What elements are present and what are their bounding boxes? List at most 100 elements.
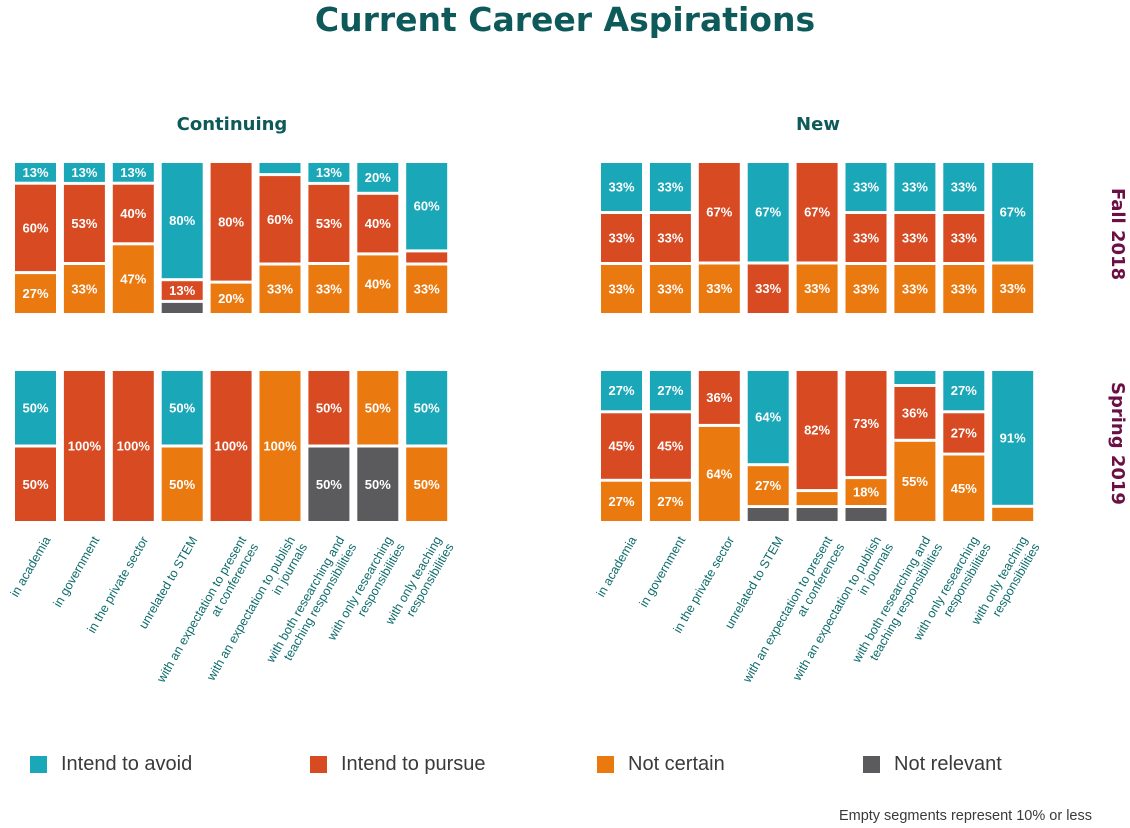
bar-segment-notrelevant <box>845 508 887 521</box>
data-label: 33% <box>853 231 879 246</box>
data-label: 13% <box>22 165 48 180</box>
bar-segment-uncertain <box>796 492 838 506</box>
data-label: 33% <box>71 282 97 297</box>
data-label: 67% <box>1000 205 1026 220</box>
data-label: 27% <box>657 383 683 398</box>
legend-label-notrelevant: Not relevant <box>894 752 1002 775</box>
bar-segment-pursue <box>845 371 887 477</box>
bar-segment-uncertain <box>210 283 252 313</box>
legend-swatch-notrelevant <box>863 755 880 773</box>
bar-segment-uncertain <box>698 264 740 313</box>
bar-segment-avoid <box>747 163 789 262</box>
bar-segment-uncertain <box>601 265 642 313</box>
data-label: 33% <box>951 282 977 297</box>
data-label: 33% <box>1000 281 1026 296</box>
bar-segment-uncertain <box>992 264 1034 313</box>
bar-segment-uncertain <box>15 274 56 313</box>
data-label: 33% <box>657 180 683 195</box>
data-label: 91% <box>1000 430 1026 445</box>
bar-segment-uncertain <box>894 441 936 521</box>
bar-segment-avoid <box>943 371 985 411</box>
data-label: 27% <box>951 383 977 398</box>
bar-segment-avoid <box>649 163 691 211</box>
data-label: 33% <box>902 180 928 195</box>
bar-segment-uncertain <box>112 245 154 313</box>
data-label: 27% <box>951 425 977 440</box>
data-label: 20% <box>365 170 391 185</box>
bar-segment-avoid <box>15 163 56 182</box>
bar-segment-pursue <box>308 184 350 262</box>
data-label: 33% <box>804 281 830 296</box>
bar-segment-pursue <box>210 371 252 521</box>
bar-segment-pursue <box>161 281 203 300</box>
data-label: 100% <box>68 439 102 454</box>
data-label: 33% <box>902 282 928 297</box>
bar-segment-avoid <box>161 371 203 445</box>
data-label: 100% <box>263 439 297 454</box>
data-label: 27% <box>608 494 634 509</box>
panel-title-continuing: Continuing <box>176 114 288 135</box>
data-label: 33% <box>608 282 634 297</box>
legend-swatch-uncertain <box>597 755 614 773</box>
bar-segment-pursue <box>796 163 838 262</box>
bar-segment-pursue <box>112 371 154 521</box>
data-label: 67% <box>804 205 830 220</box>
data-label: 45% <box>657 439 683 454</box>
bar-segment-avoid <box>406 371 448 445</box>
data-label: 50% <box>22 477 48 492</box>
bar-segment-pursue <box>63 184 105 262</box>
data-label: 82% <box>804 423 830 438</box>
data-label: 33% <box>706 281 732 296</box>
bar-segment-uncertain <box>308 265 350 313</box>
data-label: 60% <box>414 199 440 214</box>
data-label: 53% <box>71 216 97 231</box>
bar-segment-pursue <box>15 184 56 272</box>
data-label: 73% <box>853 416 879 431</box>
data-label: 33% <box>608 180 634 195</box>
data-label: 33% <box>755 281 781 296</box>
footnote: Empty segments represent 10% or less <box>838 808 1092 824</box>
data-label: 18% <box>853 485 879 500</box>
data-label: 27% <box>22 286 48 301</box>
bar-segment-pursue <box>15 447 56 521</box>
data-label: 80% <box>218 214 244 229</box>
bar-segment-avoid <box>894 163 936 211</box>
data-label: 36% <box>902 405 928 420</box>
data-label: 50% <box>169 400 195 415</box>
bar-segment-notrelevant <box>161 302 203 313</box>
data-label: 33% <box>316 282 342 297</box>
data-label: 27% <box>608 383 634 398</box>
data-label: 47% <box>120 272 146 287</box>
bar-segment-pursue <box>943 214 985 262</box>
chart-title: Current Career Aspirations <box>314 0 816 39</box>
bar-segment-pursue <box>649 214 691 262</box>
data-label: 50% <box>365 477 391 492</box>
data-label: 100% <box>214 439 248 454</box>
data-label: 50% <box>316 477 342 492</box>
data-label: 33% <box>267 282 293 297</box>
bar-segment-pursue <box>210 163 252 281</box>
legend-label-uncertain: Not certain <box>628 752 725 775</box>
bar-segment-uncertain <box>601 481 642 521</box>
bar-segment-avoid <box>649 371 691 411</box>
bar-segment-avoid <box>357 163 399 192</box>
bar-segment-avoid <box>308 163 350 182</box>
data-label: 33% <box>853 282 879 297</box>
data-label: 13% <box>120 165 146 180</box>
data-label: 33% <box>951 231 977 246</box>
data-label: 64% <box>706 467 732 482</box>
bar-segment-pursue <box>894 214 936 262</box>
bar-segment-avoid <box>112 163 154 182</box>
data-label: 36% <box>706 390 732 405</box>
bar-segment-pursue <box>698 163 740 262</box>
data-label: 33% <box>951 180 977 195</box>
data-label: 67% <box>706 205 732 220</box>
legend-label-avoid: Intend to avoid <box>61 752 193 775</box>
bar-segment-pursue <box>406 252 448 263</box>
bar-segment-uncertain <box>259 371 301 521</box>
legend-label-pursue: Intend to pursue <box>341 752 486 775</box>
data-label: 40% <box>120 206 146 221</box>
bar-segment-uncertain <box>698 426 740 521</box>
bar-segment-uncertain <box>796 264 838 313</box>
bar-segment-avoid <box>406 163 448 250</box>
